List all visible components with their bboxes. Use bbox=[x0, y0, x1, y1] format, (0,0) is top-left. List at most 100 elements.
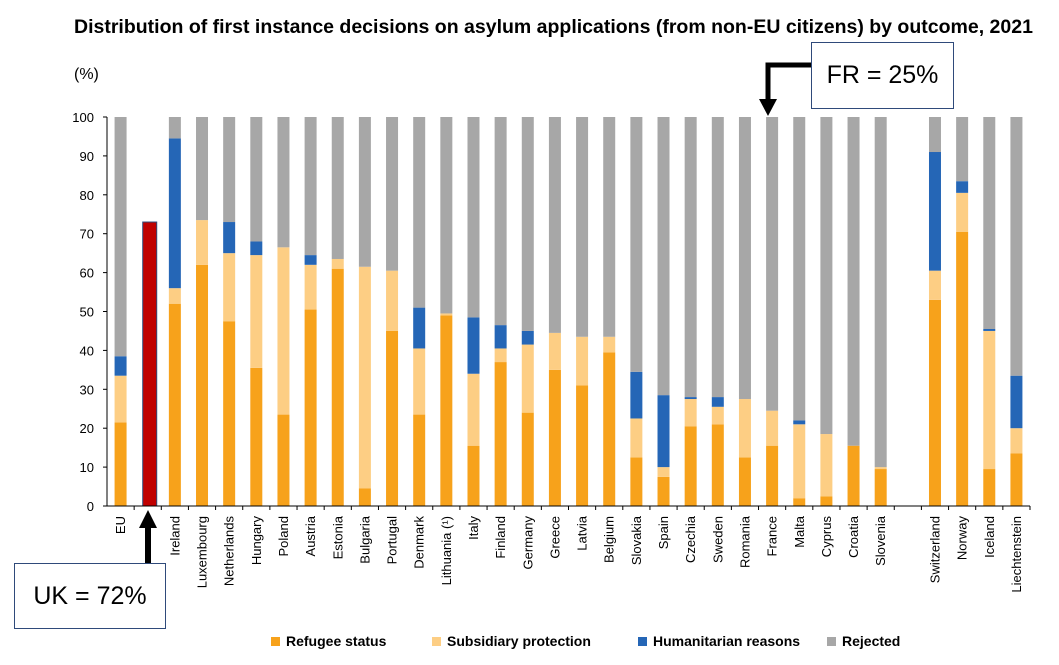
x-tick-label-bulgaria: Bulgaria bbox=[357, 515, 372, 563]
fr-arrow-head-icon bbox=[759, 99, 777, 116]
bar-segment-liechtenstein-subsidiary bbox=[1010, 428, 1023, 454]
bar-segment-norway-refugee bbox=[956, 231, 969, 506]
bar-segment-hungary-humanitarian bbox=[250, 241, 263, 256]
legend: Refugee status Subsidiary protection Hum… bbox=[0, 633, 1059, 655]
bar-segment-latvia-subsidiary bbox=[576, 336, 589, 386]
bar-segment-estonia-refugee bbox=[331, 268, 344, 506]
bars-group bbox=[114, 117, 1023, 507]
x-tick-label-hungary: Hungary bbox=[249, 516, 264, 566]
bar-segment-liechtenstein-refugee bbox=[1010, 453, 1023, 506]
bar-segment-ireland-subsidiary bbox=[168, 288, 181, 304]
bar-segment-eu-humanitarian bbox=[114, 356, 127, 376]
bar-segment-luxembourg-subsidiary bbox=[196, 220, 209, 265]
bar-segment-latvia-refugee bbox=[576, 385, 589, 506]
bar-segment-slovenia-subsidiary bbox=[874, 467, 887, 470]
bar-segment-malta-subsidiary bbox=[793, 424, 806, 499]
bar-segment-france-subsidiary bbox=[766, 410, 779, 446]
x-tick-label-poland: Poland bbox=[276, 516, 291, 556]
y-tick-label-50: 50 bbox=[80, 305, 94, 320]
x-tick-label-belgium: Belgium bbox=[602, 516, 617, 563]
legend-item-humanitarian: Humanitarian reasons bbox=[638, 633, 800, 649]
bar-segment-germany-humanitarian bbox=[521, 330, 534, 345]
x-tick-label-romania: Romania bbox=[737, 515, 752, 568]
bar-segment-switzerland-rejected bbox=[928, 117, 941, 153]
x-tick-label-estonia: Estonia bbox=[330, 515, 345, 559]
y-axis: 0 10 20 30 40 50 60 70 80 90 100 bbox=[72, 110, 108, 514]
bar-segment-bulgaria-rejected bbox=[358, 117, 371, 267]
y-tick-label-60: 60 bbox=[80, 266, 94, 281]
x-tick-label-ireland: Ireland bbox=[167, 516, 182, 556]
bar-segment-czechia-subsidiary bbox=[684, 399, 697, 427]
x-tick-label-malta: Malta bbox=[792, 515, 807, 548]
bar-segment-spain-subsidiary bbox=[657, 467, 670, 477]
bar-segment-eu-refugee bbox=[114, 422, 127, 506]
bar-segment-slovakia-rejected bbox=[630, 117, 643, 372]
bar-segment-poland-rejected bbox=[277, 117, 290, 248]
bar-segment-italy-subsidiary bbox=[467, 373, 480, 446]
bar-segment-hungary-subsidiary bbox=[250, 255, 263, 368]
bar-segment-norway-subsidiary bbox=[956, 192, 969, 232]
uk-arrow-head-icon bbox=[139, 510, 157, 528]
bar-segment-ireland-refugee bbox=[168, 303, 181, 506]
legend-swatch-refugee bbox=[271, 636, 280, 646]
bar-segment-greece-subsidiary bbox=[548, 332, 561, 370]
bar-segment-estonia-subsidiary bbox=[331, 258, 344, 269]
bar-segment-greece-rejected bbox=[548, 117, 561, 333]
bar-segment-liechtenstein-humanitarian bbox=[1010, 375, 1023, 429]
bar-segment-romania-rejected bbox=[738, 117, 751, 400]
bar-segment-finland-humanitarian bbox=[494, 325, 507, 349]
y-tick-label-80: 80 bbox=[80, 188, 94, 203]
bar-segment-bulgaria-subsidiary bbox=[358, 266, 371, 489]
bar-segment-iceland-refugee bbox=[983, 469, 996, 506]
bar-segment-lithuania-rejected bbox=[440, 117, 453, 314]
x-tick-label-luxembourg: Luxembourg bbox=[195, 516, 210, 588]
legend-item-subsidiary: Subsidiary protection bbox=[432, 633, 591, 649]
bar-segment-eu-subsidiary bbox=[114, 375, 127, 423]
bar-segment-cyprus-refugee bbox=[820, 496, 833, 506]
y-tick-label-20: 20 bbox=[80, 421, 94, 436]
x-tick-label-iceland: Iceland bbox=[982, 516, 997, 558]
bar-segment-switzerland-subsidiary bbox=[928, 270, 941, 300]
x-tick-label-czechia: Czechia bbox=[683, 515, 698, 563]
y-tick-label-40: 40 bbox=[80, 343, 94, 358]
bar-segment-spain-refugee bbox=[657, 476, 670, 506]
bar-segment-iceland-subsidiary bbox=[983, 330, 996, 470]
bar-segment-netherlands-humanitarian bbox=[223, 222, 236, 254]
bar-segment-france-refugee bbox=[766, 445, 779, 506]
bar-segment-croatia-rejected bbox=[847, 117, 860, 446]
bar-segment-finland-subsidiary bbox=[494, 348, 507, 363]
legend-swatch-rejected bbox=[827, 636, 836, 646]
y-tick-label-90: 90 bbox=[80, 149, 94, 164]
bar-segment-germany-subsidiary bbox=[521, 344, 534, 413]
bar-segment-ireland-rejected bbox=[168, 117, 181, 139]
bar-segment-norway-rejected bbox=[956, 117, 969, 182]
bar-segment-malta-rejected bbox=[793, 117, 806, 421]
legend-item-refugee: Refugee status bbox=[271, 633, 386, 649]
y-tick-label-0: 0 bbox=[87, 499, 94, 514]
x-tick-label-lithuania: Lithuania (¹) bbox=[439, 516, 454, 585]
bar-segment-slovenia-refugee bbox=[874, 469, 887, 506]
bar-segment-finland-refugee bbox=[494, 362, 507, 506]
x-axis: EU Ireland Luxembourg Netherlands Hungary Pol… bbox=[107, 505, 1031, 593]
bar-segment-netherlands-subsidiary bbox=[223, 253, 236, 322]
bar-segment-denmark-rejected bbox=[413, 117, 426, 308]
bar-segment-estonia-rejected bbox=[331, 117, 344, 259]
bar-segment-eu-rejected bbox=[114, 117, 127, 357]
bar-segment-czechia-refugee bbox=[684, 426, 697, 506]
bar-segment-belgium-refugee bbox=[603, 352, 616, 506]
bar-segment-malta-refugee bbox=[793, 498, 806, 506]
legend-label-rejected: Rejected bbox=[842, 633, 901, 649]
bar-segment-spain-humanitarian bbox=[657, 395, 670, 468]
x-tick-label-sweden: Sweden bbox=[710, 516, 725, 563]
bar-segment-germany-refugee bbox=[521, 412, 534, 506]
x-tick-label-slovakia: Slovakia bbox=[629, 515, 644, 565]
bar-segment-sweden-refugee bbox=[711, 424, 724, 506]
bar-segment-portugal-rejected bbox=[386, 117, 399, 271]
bar-segment-latvia-rejected bbox=[576, 117, 589, 337]
x-tick-label-germany: Germany bbox=[520, 516, 535, 570]
x-tick-label-croatia: Croatia bbox=[846, 515, 861, 558]
x-tick-label-portugal: Portugal bbox=[385, 516, 400, 565]
bar-segment-austria-humanitarian bbox=[304, 255, 317, 265]
bar-segment-czechia-humanitarian bbox=[684, 397, 697, 400]
